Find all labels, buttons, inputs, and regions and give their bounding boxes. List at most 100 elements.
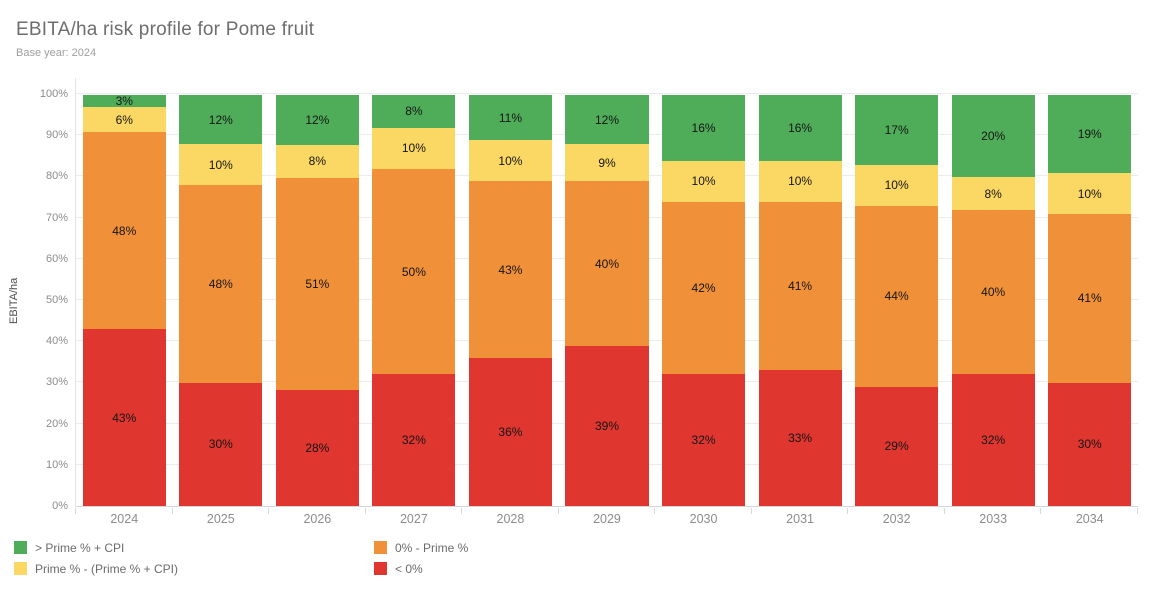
legend-item[interactable]: < 0% [374, 562, 468, 576]
bar-segment[interactable]: 20% [951, 95, 1035, 178]
bar-segment[interactable]: 12% [275, 95, 359, 145]
bar-segment[interactable]: 48% [82, 132, 166, 330]
stacked-bar: 33% 41% 10% 16% [758, 95, 842, 506]
bar-segment-label: 11% [498, 110, 522, 125]
y-tick-label: 30% [45, 376, 68, 389]
bar-segment[interactable]: 32% [372, 374, 456, 506]
bar-segment[interactable]: 28% [275, 389, 359, 506]
bar-segment[interactable]: 40% [565, 181, 649, 346]
bar-segment-label: 10% [788, 174, 813, 189]
bar-segment[interactable]: 36% [468, 358, 552, 506]
bar-segment-label: 3% [115, 94, 133, 109]
x-axis-label: 2024 [110, 512, 139, 526]
bar-segment-label: 30% [1077, 437, 1102, 452]
legend-item[interactable]: 0% - Prime % [374, 541, 468, 555]
y-tick-label: 90% [45, 129, 68, 142]
bar-segment[interactable]: 42% [662, 201, 746, 375]
bar-segment-label: 48% [208, 277, 233, 292]
bar-segment[interactable]: 10% [855, 164, 939, 206]
legend-item[interactable]: > Prime % + CPI [14, 541, 374, 555]
bar-segment[interactable]: 12% [565, 95, 649, 145]
column-boundary-tick [268, 508, 270, 514]
bar-segment[interactable]: 33% [758, 370, 842, 506]
bar-segment[interactable]: 10% [662, 160, 746, 202]
bar-segment[interactable]: 43% [82, 329, 166, 506]
bar-segment[interactable]: 32% [951, 374, 1035, 506]
bar-segment[interactable]: 51% [275, 178, 359, 390]
bar-segment-label: 32% [691, 433, 716, 448]
bar-segment[interactable]: 30% [1048, 382, 1132, 506]
bar-segment-label: 51% [305, 276, 330, 291]
stacked-bar: 32% 40% 8% 20% [951, 95, 1035, 506]
bar-segment[interactable]: 39% [565, 345, 649, 506]
bar-segment-label: 8% [984, 186, 1002, 201]
bar-segment-label: 12% [208, 112, 233, 127]
y-tick-label: 80% [45, 170, 68, 183]
bar-segment[interactable]: 40% [951, 210, 1035, 375]
chart-subtitle: Base year: 2024 [16, 47, 97, 59]
bar-segment[interactable]: 10% [372, 127, 456, 169]
bar-segment[interactable]: 10% [179, 144, 263, 186]
stacked-bar: 30% 48% 10% 12% [179, 95, 263, 506]
bar-segment-label: 8% [308, 154, 327, 169]
chart-title: EBITA/ha risk profile for Pome fruit [16, 19, 315, 40]
bar-segment[interactable]: 6% [82, 107, 166, 133]
bar-segment-label: 10% [691, 174, 716, 189]
legend-item[interactable]: Prime % - (Prime % + CPI) [14, 562, 374, 576]
bar-segment-label: 41% [1077, 291, 1102, 306]
bar-segment[interactable]: 16% [758, 95, 842, 161]
bar-segment[interactable]: 9% [565, 144, 649, 182]
bar-column: 39% 40% 9% 12% [559, 95, 656, 506]
bar-segment-label: 6% [115, 112, 133, 127]
gridline [76, 93, 1138, 94]
bar-segment[interactable]: 11% [468, 95, 552, 141]
bar-segment-label: 10% [1077, 186, 1102, 201]
bar-segment-label: 32% [981, 433, 1006, 448]
bar-segment[interactable]: 48% [179, 185, 263, 383]
y-tick-label: 0% [52, 500, 68, 512]
y-tick-label: 40% [45, 335, 68, 348]
bar-segment[interactable]: 8% [951, 177, 1035, 211]
bar-segment[interactable]: 30% [179, 382, 263, 506]
column-boundary-tick [461, 508, 463, 514]
bar-segment[interactable]: 16% [662, 95, 746, 161]
bar-segment[interactable]: 19% [1048, 95, 1132, 174]
bar-column: 36% 43% 10% 11% [462, 95, 559, 506]
x-axis-label: 2025 [206, 512, 235, 526]
legend-swatch-icon [14, 541, 27, 554]
y-tick-label: 60% [45, 252, 68, 265]
bar-column: 30% 41% 10% 19% [1041, 95, 1138, 506]
bar-column: 32% 42% 10% 16% [655, 95, 752, 506]
bar-segment[interactable]: 44% [855, 205, 939, 387]
stacked-bar: 39% 40% 9% 12% [565, 95, 649, 506]
bar-segment-label: 30% [208, 437, 233, 452]
bar-segment[interactable]: 10% [758, 160, 842, 202]
bar-segment[interactable]: 12% [179, 95, 263, 145]
bar-segment[interactable]: 3% [82, 94, 166, 109]
stacked-bar: 28% 51% 8% 12% [275, 95, 359, 506]
x-axis-label: 2032 [882, 512, 911, 526]
bar-segment[interactable]: 10% [1048, 173, 1132, 215]
bar-segment-label: 10% [401, 141, 426, 156]
bar-segment[interactable]: 50% [372, 168, 456, 375]
x-axis-label: 2027 [399, 512, 428, 526]
x-axis-label: 2028 [496, 512, 525, 526]
bar-segment-label: 36% [498, 425, 523, 440]
bar-segment[interactable]: 8% [275, 144, 359, 179]
bar-segment[interactable]: 17% [855, 95, 939, 165]
bar-segment-label: 28% [305, 440, 330, 455]
legend-swatch-icon [374, 562, 387, 575]
column-boundary-tick [171, 508, 173, 514]
bar-segment[interactable]: 29% [855, 386, 939, 506]
bar-segment-label: 16% [691, 120, 716, 135]
column-boundary-tick [654, 508, 656, 514]
bar-segment[interactable]: 41% [758, 201, 842, 371]
bar-segment[interactable]: 32% [662, 374, 746, 506]
bar-segment[interactable]: 41% [1048, 214, 1132, 383]
legend-label: > Prime % + CPI [35, 540, 125, 555]
bar-segment[interactable]: 43% [468, 181, 552, 359]
column-boundary-tick [847, 508, 849, 514]
bar-segment[interactable]: 8% [372, 95, 456, 128]
bar-segment[interactable]: 10% [468, 140, 552, 182]
